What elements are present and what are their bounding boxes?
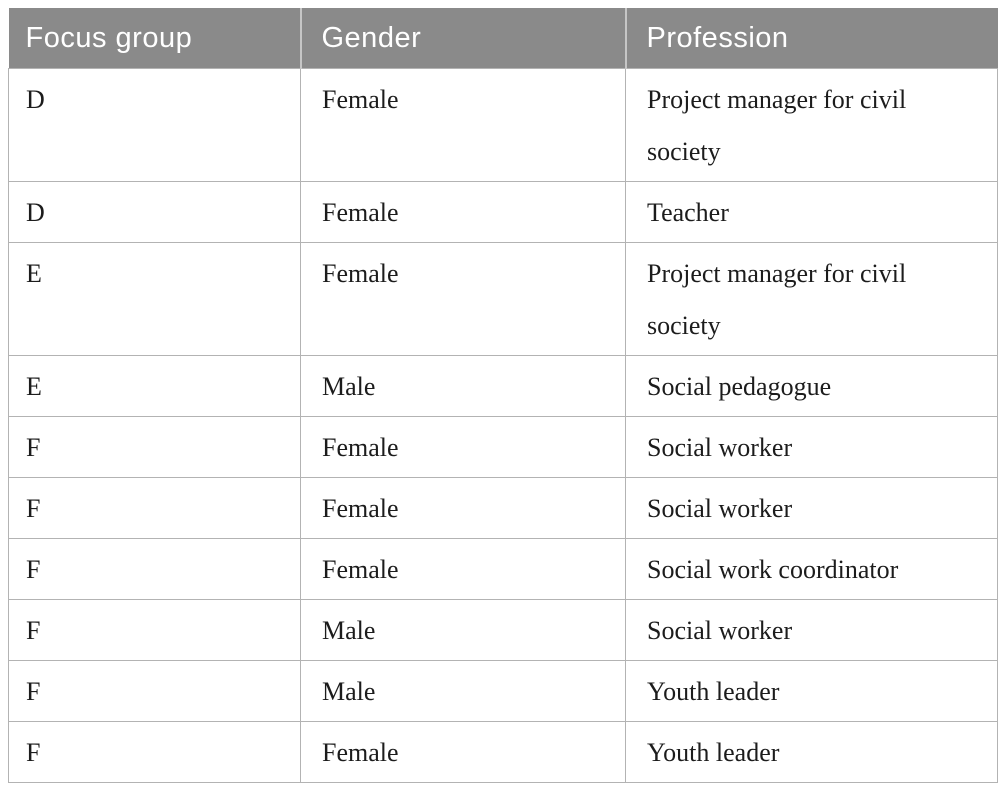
table-row: F Female Social worker [8,416,998,478]
column-header-gender: Gender [299,8,626,69]
focus-group-cell: F [8,721,301,783]
table-row: F Female Social work coordinator [8,538,998,600]
table-row: E Female Project manager for civil socie… [8,242,998,356]
table-body: D Female Project manager for civil socie… [8,68,998,783]
gender-cell: Female [300,181,626,243]
profession-cell: Social pedagogue [625,355,998,417]
profession-cell: Social worker [625,599,998,661]
focus-group-participants-table: Focus group Gender Profession D Female P… [8,8,998,783]
table-row: F Male Social worker [8,599,998,661]
table-row: D Female Project manager for civil socie… [8,68,998,182]
table-row: E Male Social pedagogue [8,355,998,417]
table-row: F Female Social worker [8,477,998,539]
focus-group-cell: F [8,599,301,661]
profession-cell: Social work coordinator [625,538,998,600]
focus-group-cell: D [8,68,301,182]
table-header-row: Focus group Gender Profession [8,8,998,69]
profession-cell: Youth leader [625,660,998,722]
focus-group-cell: E [8,355,301,417]
profession-cell: Project manager for civil society [625,68,998,182]
gender-cell: Female [300,538,626,600]
focus-group-cell: D [8,181,301,243]
profession-cell: Project manager for civil society [625,242,998,356]
column-header-profession: Profession [624,8,998,69]
profession-cell: Social worker [625,477,998,539]
gender-cell: Male [300,355,626,417]
gender-cell: Male [300,599,626,661]
focus-group-cell: F [8,660,301,722]
focus-group-cell: F [8,416,301,478]
focus-group-cell: E [8,242,301,356]
gender-cell: Female [300,721,626,783]
gender-cell: Male [300,660,626,722]
focus-group-cell: F [8,477,301,539]
table-row: D Female Teacher [8,181,998,243]
table-row: F Male Youth leader [8,660,998,722]
gender-cell: Female [300,68,626,182]
gender-cell: Female [300,477,626,539]
gender-cell: Female [300,416,626,478]
profession-cell: Youth leader [625,721,998,783]
column-header-focus-group: Focus group [8,8,301,69]
table-row: F Female Youth leader [8,721,998,783]
profession-cell: Teacher [625,181,998,243]
profession-cell: Social worker [625,416,998,478]
gender-cell: Female [300,242,626,356]
focus-group-cell: F [8,538,301,600]
